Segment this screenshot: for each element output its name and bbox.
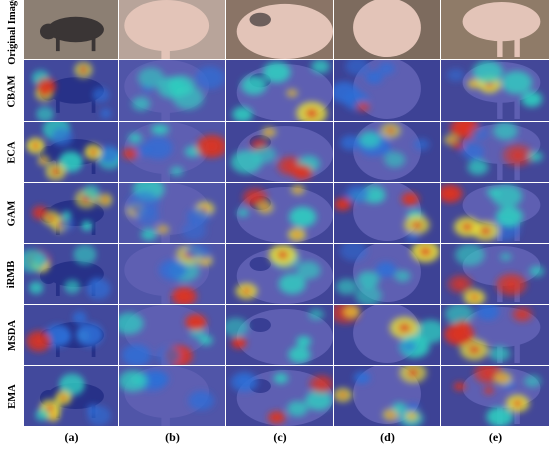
heatmap-tile: [119, 244, 225, 304]
heatmap-tile: [334, 305, 440, 365]
row-label-text: CBAM: [6, 74, 18, 108]
tile-graphic: [119, 122, 225, 182]
tile-graphic: [24, 244, 118, 304]
tile-graphic: [24, 0, 118, 59]
heatmap-tile: [24, 183, 118, 243]
heatmap-tile: [226, 305, 333, 365]
tile-graphic: [334, 183, 440, 243]
original-image-tile: [334, 0, 440, 59]
heatmap-tile: [334, 60, 440, 121]
tile-graphic: [24, 183, 118, 243]
heatmap-tile: [226, 244, 333, 304]
tile-graphic: [226, 60, 333, 121]
heatmap-tile: [24, 366, 118, 426]
original-image-tile: [441, 0, 549, 59]
tile-graphic: [334, 244, 440, 304]
heatmap-tile: [334, 122, 440, 182]
row-label-text: ECA: [6, 141, 18, 164]
column-label-2: (c): [273, 430, 287, 444]
row-label-2: ECA: [0, 122, 24, 183]
tile-graphic: [441, 244, 549, 304]
column-label-4: (e): [488, 430, 503, 444]
row-label-0: Original Image: [0, 0, 24, 64]
heatmap-tile: [226, 366, 333, 426]
tile-graphic: [24, 366, 118, 426]
heatmap-tile: [334, 366, 440, 426]
heatmap-tile: [441, 244, 549, 304]
tile-graphic: [441, 0, 549, 59]
heatmap-tile: [119, 366, 225, 426]
column-label-1: (b): [165, 430, 180, 444]
tile-graphic: [226, 0, 333, 59]
heatmap-tile: [334, 244, 440, 304]
original-image-tile: [119, 0, 225, 59]
heatmap-tile: [441, 305, 549, 365]
tile-graphic: [226, 183, 333, 243]
row-label-text: iRMB: [6, 260, 18, 289]
tile-graphic: [441, 183, 549, 243]
tile-graphic: [334, 366, 440, 426]
heatmap-tile: [119, 60, 225, 121]
tile-graphic: [119, 366, 225, 426]
row-label-1: CBAM: [0, 60, 24, 122]
row-label-4: iRMB: [0, 244, 24, 305]
tile-graphic: [441, 366, 549, 426]
tile-graphic: [24, 305, 118, 365]
original-image-tile: [24, 0, 118, 59]
heatmap-tile: [24, 122, 118, 182]
row-label-6: EMA: [0, 366, 24, 427]
tile-graphic: [226, 366, 333, 426]
original-image-tile: [226, 0, 333, 59]
heatmap-tile: [119, 183, 225, 243]
heatmap-tile: [441, 366, 549, 426]
column-label-0: (a): [64, 430, 79, 444]
heatmap-tile: [24, 305, 118, 365]
tile-graphic: [334, 122, 440, 182]
tile-graphic: [441, 122, 549, 182]
tile-graphic: [119, 244, 225, 304]
heatmap-tile: [119, 305, 225, 365]
tile-graphic: [334, 60, 440, 121]
tile-graphic: [441, 305, 549, 365]
column-label-3: (d): [380, 430, 395, 444]
tile-graphic: [119, 305, 225, 365]
tile-graphic: [24, 122, 118, 182]
heatmap-tile: [226, 60, 333, 121]
tile-graphic: [334, 305, 440, 365]
tile-graphic: [441, 60, 549, 121]
heatmap-tile: [24, 244, 118, 304]
row-label-text: MSDA: [6, 320, 18, 351]
row-label-5: MSDA: [0, 305, 24, 366]
row-label-text: EMA: [6, 384, 18, 409]
heatmap-tile: [441, 122, 549, 182]
heatmap-tile: [119, 122, 225, 182]
heatmap-tile: [226, 122, 333, 182]
tile-graphic: [226, 244, 333, 304]
row-label-text: GAM: [6, 200, 18, 227]
heatmap-tile: [441, 60, 549, 121]
tile-graphic: [24, 60, 118, 121]
row-label-text: Original Image: [6, 0, 18, 65]
row-label-3: GAM: [0, 183, 24, 244]
tile-graphic: [119, 0, 225, 59]
heatmap-tile: [441, 183, 549, 243]
heatmap-tile: [24, 60, 118, 121]
tile-graphic: [226, 305, 333, 365]
heatmap-tile: [226, 183, 333, 243]
heatmap-tile: [334, 183, 440, 243]
tile-graphic: [119, 60, 225, 121]
tile-graphic: [119, 183, 225, 243]
tile-graphic: [334, 0, 440, 59]
tile-graphic: [226, 122, 333, 182]
